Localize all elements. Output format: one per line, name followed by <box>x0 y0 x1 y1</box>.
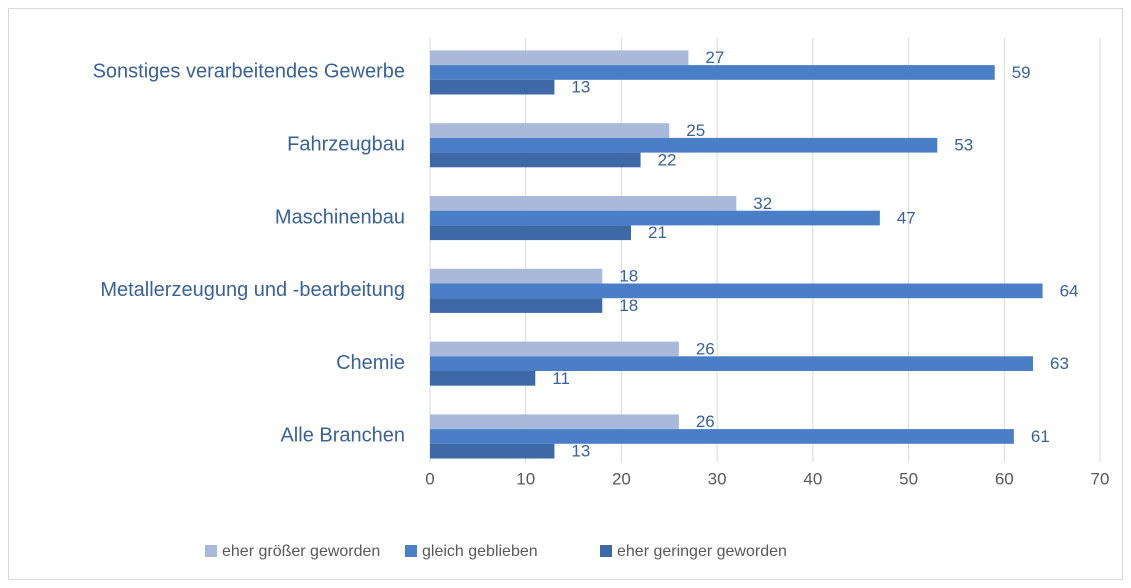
data-label: 21 <box>648 223 667 242</box>
data-label: 22 <box>658 150 677 169</box>
legend-label: eher größer geworden <box>222 543 380 560</box>
data-label: 64 <box>1060 281 1079 300</box>
bar <box>430 341 679 357</box>
legend-label: gleich geblieben <box>422 543 538 560</box>
bar <box>430 429 1014 444</box>
data-label: 18 <box>619 296 638 315</box>
bar <box>430 210 880 226</box>
data-label: 63 <box>1050 354 1069 373</box>
bar <box>430 443 555 459</box>
data-label: 59 <box>1012 63 1031 82</box>
y-tick-label: Metallerzeugung und -bearbeitung <box>100 279 405 301</box>
data-label: 27 <box>705 48 724 67</box>
bar <box>430 123 670 138</box>
bar <box>430 283 1043 299</box>
bar <box>430 196 737 211</box>
bar <box>430 65 995 80</box>
data-label: 18 <box>619 267 638 286</box>
x-tick-label: 70 <box>1091 469 1110 488</box>
bar <box>430 268 603 284</box>
bar <box>430 225 631 241</box>
data-label: 11 <box>552 369 570 388</box>
legend-swatch <box>405 545 417 557</box>
x-tick-label: 10 <box>516 469 535 488</box>
data-label: 13 <box>571 78 590 97</box>
x-tick-label: 30 <box>708 469 727 488</box>
data-label: 26 <box>696 339 715 358</box>
legend-swatch <box>205 545 217 557</box>
x-tick-label: 60 <box>995 469 1014 488</box>
legend-label: eher geringer geworden <box>617 543 787 560</box>
data-label: 53 <box>954 136 973 155</box>
bar <box>430 50 689 66</box>
bar <box>430 356 1033 371</box>
bar <box>430 152 641 168</box>
x-tick-label: 40 <box>803 469 822 488</box>
x-tick-label: 50 <box>899 469 918 488</box>
y-tick-label: Maschinenbau <box>275 206 405 228</box>
y-tick-label: Alle Branchen <box>280 425 405 447</box>
data-label: 13 <box>571 442 590 461</box>
data-label: 25 <box>686 121 705 140</box>
data-label: 47 <box>897 209 916 228</box>
data-label: 32 <box>753 194 772 213</box>
data-label: 26 <box>696 412 715 431</box>
y-tick-label: Fahrzeugbau <box>287 133 405 155</box>
y-tick-label: Chemie <box>336 352 405 374</box>
bar <box>430 79 555 95</box>
bar <box>430 137 938 153</box>
y-tick-label: Sonstiges verarbeitendes Gewerbe <box>93 61 405 83</box>
data-label: 61 <box>1031 427 1050 446</box>
bar <box>430 414 679 430</box>
bar <box>430 298 603 313</box>
x-tick-label: 20 <box>612 469 631 488</box>
x-tick-label: 0 <box>425 469 434 488</box>
bar <box>430 371 536 386</box>
legend-swatch <box>600 545 612 557</box>
